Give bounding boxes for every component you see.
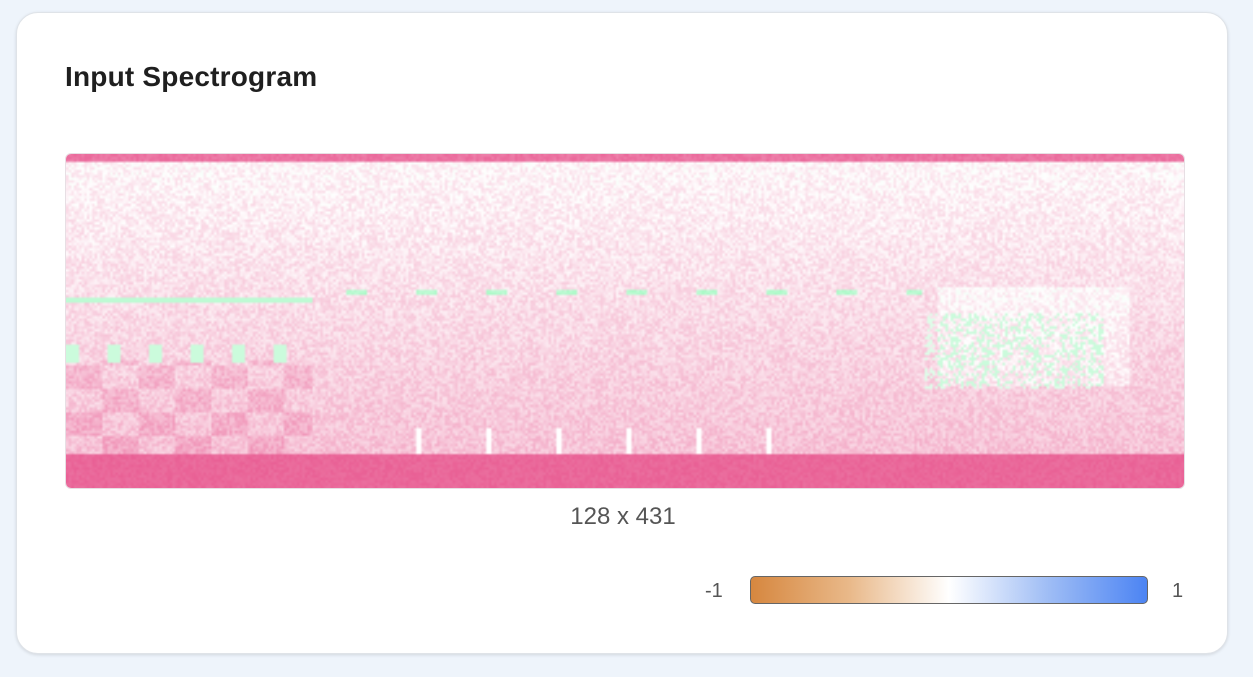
spectrogram-image [65,153,1185,489]
spectrogram-dimensions: 128 x 431 [570,503,676,530]
spectrogram-canvas [66,154,1184,488]
colorbar [750,576,1148,604]
colorbar-max-label: 1 [1172,580,1184,602]
colorbar-min-label: -1 [705,580,723,602]
spectrogram-card: Input Spectrogram 128 x 431 -1 1 [16,12,1228,654]
card-title: Input Spectrogram [65,61,318,92]
